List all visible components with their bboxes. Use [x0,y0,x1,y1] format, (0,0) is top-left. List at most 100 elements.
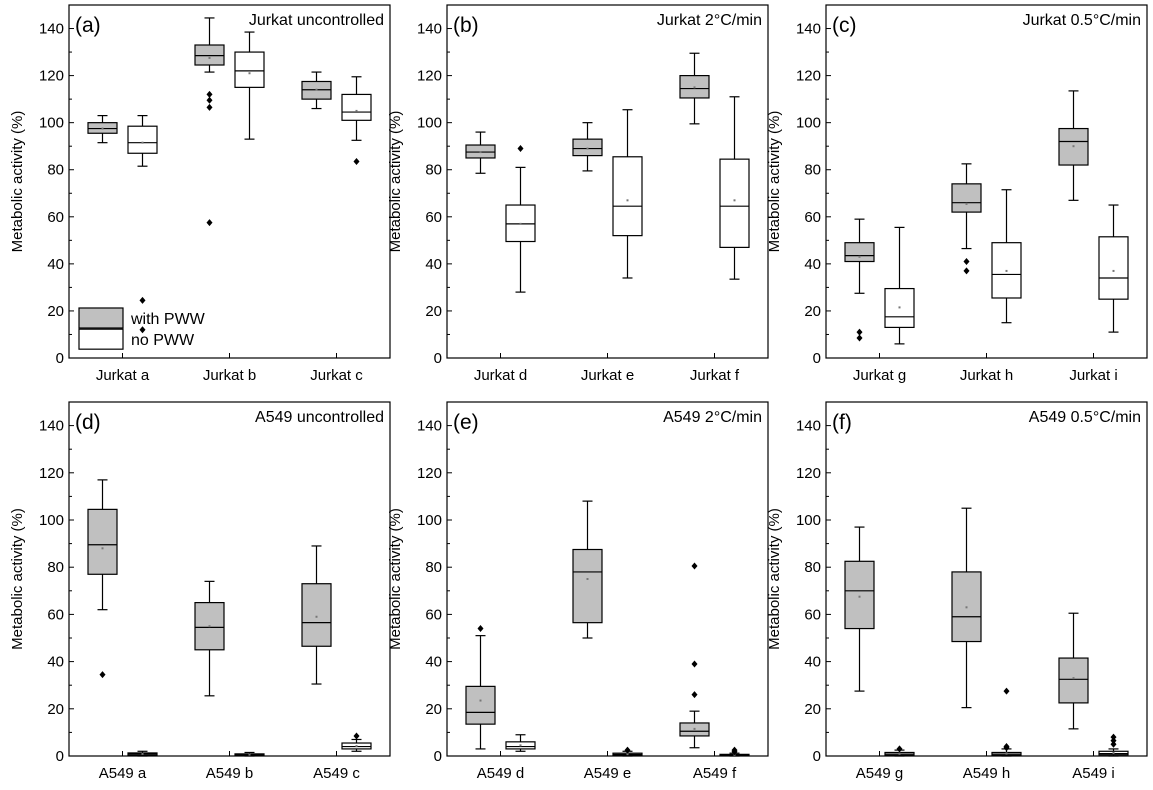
iqr-box [301,583,332,647]
panel-title: Jurkat uncontrolled [249,12,384,29]
y-tick-label: 140 [417,418,442,435]
y-tick-label: 60 [804,606,821,623]
y-axis-label: Metabolic activity (%) [766,508,783,650]
y-tick-label: 100 [796,115,821,132]
panel-letter: (b) [453,14,479,37]
box-no-pww [612,109,643,279]
iqr-box [1098,236,1129,300]
legend-swatch-no [78,328,124,350]
outlier-point [1110,737,1117,745]
x-category-label: A549 e [584,765,632,782]
mean-marker [141,752,144,755]
y-axis-label: Metabolic activity (%) [766,111,783,253]
y-tick-label: 0 [56,350,64,367]
y-axis-label: Metabolic activity (%) [387,508,404,650]
mean-marker [586,578,589,580]
box-with-pww [844,218,875,342]
y-tick-label: 0 [56,748,64,765]
box-no-pww [991,189,1022,324]
x-category-label: Jurkat d [474,367,527,384]
y-tick-label: 40 [47,654,64,671]
mean-marker [208,56,211,59]
panel-letter: (a) [75,14,101,37]
mean-marker [355,745,358,748]
box-no-pww [1098,733,1129,757]
box-no-pww [127,750,158,757]
iqr-box [991,242,1022,299]
y-tick-label: 100 [39,512,64,529]
y-tick-label: 0 [434,350,442,367]
y-tick-label: 0 [434,748,442,765]
mean-marker [101,127,104,130]
y-tick-label: 60 [47,209,64,226]
outlier-point [963,267,970,275]
y-tick-label: 20 [804,701,821,718]
box-with-pww [679,562,710,749]
y-tick-label: 20 [804,303,821,320]
mean-marker [626,753,629,756]
mean-marker [519,744,522,747]
box-with-pww [465,131,496,174]
panel-4: 0 20 40 60 80 100 120 140 Metabolic activity (%)… [9,401,391,782]
box-no-pww [612,746,643,757]
box-with-pww [194,17,225,227]
y-tick-label: 120 [417,68,442,85]
outlier-point [206,90,213,98]
x-category-label: A549 a [99,765,147,782]
y-tick-label: 20 [425,701,442,718]
y-tick-label: 100 [417,115,442,132]
outlier-point [206,219,213,227]
y-tick-label: 120 [796,68,821,85]
mean-marker [141,141,144,144]
box-no-pww [341,732,372,752]
y-tick-label: 120 [417,465,442,482]
plot-frame [68,401,391,757]
mean-marker [965,606,968,609]
box-no-pww [719,96,750,280]
outlier-point [1110,733,1117,741]
box-no-pww [234,751,265,757]
y-tick-label: 0 [813,350,821,367]
y-tick-label: 40 [425,654,442,671]
y-tick-label: 40 [804,654,821,671]
box-with-pww [1058,90,1089,201]
iqr-box [844,242,875,263]
box-no-pww [719,746,750,757]
y-tick-label: 140 [39,21,64,38]
plot-frame [825,4,1148,359]
y-tick-label: 60 [425,209,442,226]
y-tick-label: 120 [39,465,64,482]
y-tick-label: 40 [804,256,821,273]
mean-marker [479,699,482,702]
iqr-box [951,183,982,213]
panel-5: 0 20 40 60 80 100 120 140 Metabolic activity (%)… [387,401,769,782]
iqr-box [572,138,603,157]
y-tick-label: 120 [796,465,821,482]
outlier-point [353,732,360,740]
box-with-pww [844,526,875,692]
mean-marker [898,306,901,309]
mean-marker [1005,269,1008,272]
x-category-label: A549 d [477,765,525,782]
y-tick-label: 60 [425,606,442,623]
y-axis-label: Metabolic activity (%) [387,111,404,253]
outlier-point [1003,687,1010,695]
y-tick-label: 100 [39,115,64,132]
mean-marker [626,199,629,202]
outlier-point [856,328,863,336]
y-tick-label: 40 [47,256,64,273]
outlier-point [624,746,631,754]
box-no-pww [505,145,536,293]
x-category-label: Jurkat f [690,367,740,384]
mean-marker [248,753,251,756]
y-tick-label: 60 [804,209,821,226]
y-tick-label: 100 [417,512,442,529]
y-tick-label: 60 [47,606,64,623]
box-with-pww [1058,612,1089,730]
outlier-point [963,258,970,266]
mean-marker [355,109,358,112]
y-tick-label: 140 [796,21,821,38]
box-no-pww [505,734,536,752]
outlier-point [477,625,484,633]
